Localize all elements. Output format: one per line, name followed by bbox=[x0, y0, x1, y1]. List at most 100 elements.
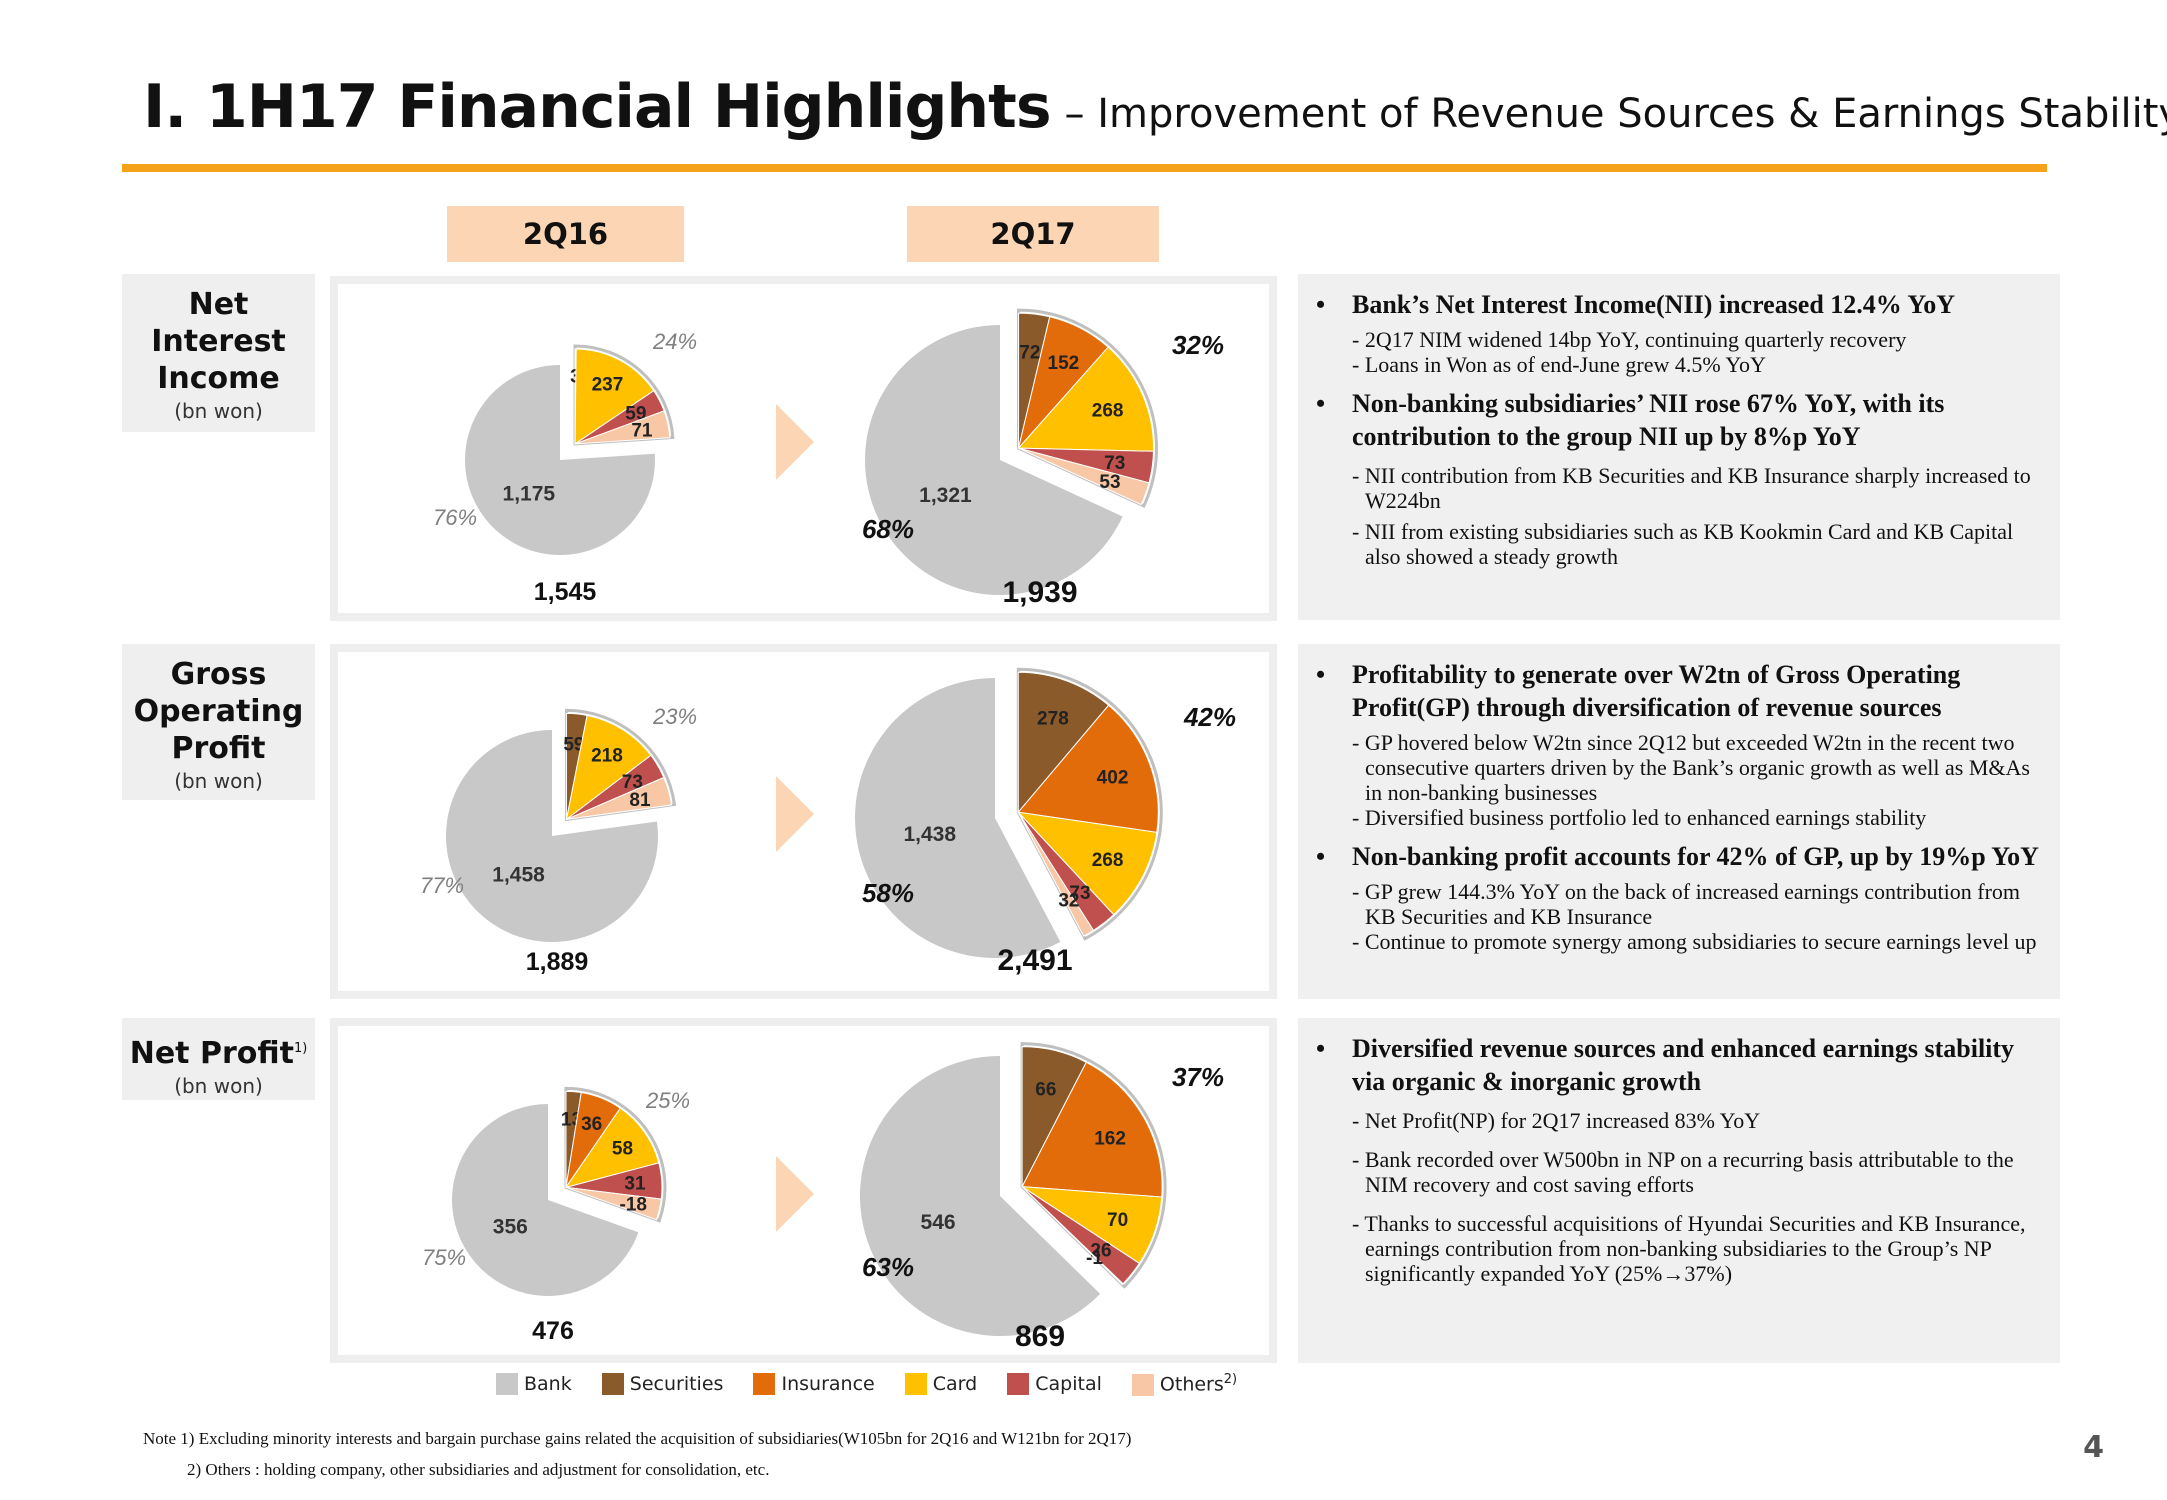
bullet-heading-text: Profitability to generate over W2tn of G… bbox=[1352, 660, 1961, 722]
bullet-detail: - GP hovered below W2tn since 2Q12 but e… bbox=[1352, 730, 2030, 805]
bullet-detail: - NII contribution from KB Securities an… bbox=[1352, 463, 2031, 513]
bullet-detail: - 2Q17 NIM widened 14bp YoY, continuing … bbox=[1352, 327, 1907, 352]
nonbank-share-label: 24% bbox=[652, 329, 697, 354]
footnote-ref: 1) bbox=[293, 1041, 308, 1056]
slice-label: 278 bbox=[1037, 709, 1069, 730]
legend-swatch bbox=[1131, 1373, 1154, 1396]
slice-label-bank: 1,321 bbox=[919, 484, 972, 507]
slice-label-bank: 546 bbox=[921, 1211, 956, 1234]
pie-slice-insurance bbox=[1017, 704, 1159, 833]
row-label-np-text: Net Profit bbox=[129, 1036, 294, 1071]
legend-item-others: Others2) bbox=[1131, 1372, 1237, 1396]
slice-label: -18 bbox=[620, 1194, 647, 1215]
pie-slice-bank bbox=[854, 678, 1061, 959]
pie-chart-6: 66 162 70 26-1 546 869 63% 37% bbox=[859, 1042, 1224, 1353]
pie-slice-others bbox=[1021, 1186, 1124, 1286]
bank-share-label: 77% bbox=[420, 873, 464, 898]
pie-slice-bank bbox=[464, 365, 655, 555]
pie-slice-bank bbox=[859, 1056, 1101, 1337]
row-label-text: Income bbox=[157, 361, 280, 396]
bullet-heading: • Non-banking profit accounts for 42% of … bbox=[1316, 842, 2039, 871]
bullet-detail: - Continue to promote synergy among subs… bbox=[1352, 929, 2037, 954]
slice-label: 53 bbox=[1099, 472, 1120, 493]
nonbank-group: 32375971 bbox=[570, 344, 675, 446]
slice-label: 58 bbox=[612, 1139, 633, 1160]
row-label-text: Gross bbox=[170, 657, 267, 692]
slice-label: 73 bbox=[1104, 453, 1125, 474]
pie-chart-1: 32375971 1,175 1,545 76% 24% bbox=[433, 329, 697, 606]
pie-slice-bank bbox=[865, 325, 1123, 595]
slice-label-bank: 1,175 bbox=[503, 482, 556, 505]
pie-total: 2,491 bbox=[997, 944, 1072, 977]
pie-slice-securities bbox=[1017, 671, 1110, 814]
pie-total: 1,545 bbox=[534, 578, 597, 606]
bank-share-label: 68% bbox=[862, 514, 914, 544]
row-unit: (bn won) bbox=[174, 1074, 263, 1098]
pie-slice-insurance bbox=[1021, 1061, 1163, 1198]
slice-label: 32 bbox=[1058, 890, 1079, 911]
bank-share-label: 76% bbox=[433, 505, 477, 530]
nonbank-share-label: 32% bbox=[1172, 330, 1224, 360]
pie-slice-others bbox=[566, 776, 673, 820]
slice-label-bank: 1,458 bbox=[492, 863, 545, 886]
pie-total: 476 bbox=[532, 1317, 574, 1345]
slice-label-bank: 356 bbox=[493, 1216, 528, 1239]
legend-item-insurance: Insurance bbox=[753, 1372, 875, 1396]
row-label-np: Net Profit1) (bn won) bbox=[122, 1018, 315, 1100]
nonbank-share-label: 23% bbox=[652, 704, 697, 729]
bullet-heading: • Diversified revenue sources and enhance… bbox=[1316, 1034, 2015, 1096]
legend-label: Others bbox=[1159, 1373, 1224, 1396]
bank-share-label: 75% bbox=[422, 1245, 466, 1270]
pie-slice-bank bbox=[446, 730, 659, 942]
bullet-heading-text: Non-banking subsidiaries’ NII rose 67% Y… bbox=[1352, 389, 1945, 451]
pie-slice-card bbox=[564, 1107, 660, 1189]
legend-swatch bbox=[904, 1373, 927, 1396]
legend-swatch bbox=[753, 1373, 776, 1396]
row-label-text: Net bbox=[188, 287, 249, 322]
legend-label: Insurance bbox=[781, 1372, 875, 1395]
bullet-heading: • Profitability to generate over W2tn of … bbox=[1316, 660, 1961, 722]
slice-label: 81 bbox=[629, 790, 651, 811]
footnote-1: Note 1) Excluding minority interests and… bbox=[143, 1429, 1132, 1448]
footnotes: Note 1) Excluding minority interests and… bbox=[143, 1423, 1131, 1485]
row-label-gp: Gross Operating Profit (bn won) bbox=[122, 644, 315, 800]
slice-label: 152 bbox=[1048, 353, 1080, 374]
bullet-detail: - Net Profit(NP) for 2Q17 increased 83% … bbox=[1352, 1108, 1761, 1133]
bullet-detail: - Diversified business portfolio led to … bbox=[1352, 805, 1927, 830]
nonbank-share-label: 25% bbox=[645, 1088, 690, 1113]
row-unit: (bn won) bbox=[174, 399, 263, 423]
legend-item-capital: Capital bbox=[1007, 1373, 1102, 1396]
bullet-heading: • Bank’s Net Interest Income(NII) increas… bbox=[1316, 290, 1956, 319]
bullet-heading-text: Non-banking profit accounts for 42% of G… bbox=[1352, 842, 2039, 871]
slice-label-bank: 1,438 bbox=[903, 823, 956, 846]
title-row: I. 1H17 Financial Highlights – Improvemen… bbox=[143, 72, 2167, 142]
arrow-right-icon bbox=[776, 1156, 814, 1232]
arrow-right-icon bbox=[776, 404, 814, 480]
nonbank-share-label: 37% bbox=[1172, 1062, 1224, 1092]
column-header-2q16: 2Q16 bbox=[447, 206, 684, 262]
chart-legend: Bank Securities Insurance Card Capital O… bbox=[496, 1372, 1261, 1396]
slice-label: 26 bbox=[1090, 1240, 1111, 1261]
legend-swatch bbox=[601, 1373, 624, 1396]
column-header-2q17: 2Q17 bbox=[907, 206, 1159, 262]
slice-label: 162 bbox=[1094, 1128, 1126, 1149]
title-rule bbox=[122, 164, 2047, 172]
slice-label: 71 bbox=[631, 421, 653, 442]
bullet-detail: - NII from existing subsidiaries such as… bbox=[1352, 519, 2014, 569]
page-number: 4 bbox=[2083, 1430, 2104, 1465]
slice-label: 70 bbox=[1107, 1210, 1128, 1231]
row-label-text: Profit bbox=[171, 731, 266, 766]
page-subtitle: – Improvement of Revenue Sources & Earni… bbox=[1064, 91, 2167, 137]
pie-total: 869 bbox=[1015, 1320, 1065, 1353]
pie-slice-card bbox=[574, 348, 655, 445]
footnote-2: 2) Others : holding company, other subsi… bbox=[187, 1460, 770, 1479]
row-unit: (bn won) bbox=[174, 769, 263, 793]
